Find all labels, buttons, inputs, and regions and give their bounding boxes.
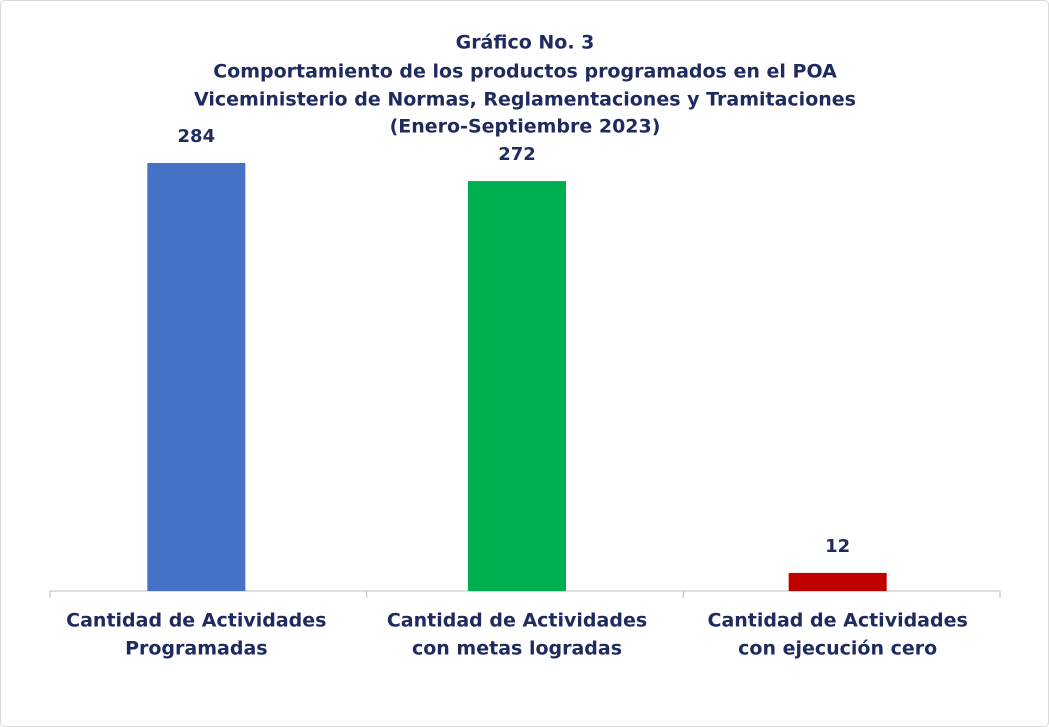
- bar: [147, 163, 246, 591]
- data-label: 12: [825, 536, 850, 557]
- x-tick-label: Cantidad de Actividades: [387, 610, 647, 632]
- chart-title: Gráfico No. 3: [456, 32, 595, 54]
- bar: [788, 572, 887, 591]
- x-tick-label: Programadas: [125, 638, 268, 660]
- x-tick-label: Cantidad de Actividades: [66, 610, 326, 632]
- chart-subtitle: Comportamiento de los productos programa…: [213, 61, 837, 83]
- x-tick-label: con ejecución cero: [738, 638, 937, 660]
- bar: [468, 181, 566, 591]
- chart-subtitle: (Enero-Septiembre 2023): [390, 116, 661, 138]
- x-tick-label: Cantidad de Actividades: [708, 610, 968, 632]
- chart-subtitle: Viceministerio de Normas, Reglamentacion…: [194, 89, 856, 111]
- x-tick-label: con metas logradas: [412, 638, 622, 660]
- data-label: 272: [498, 144, 536, 165]
- data-label: 284: [178, 126, 216, 147]
